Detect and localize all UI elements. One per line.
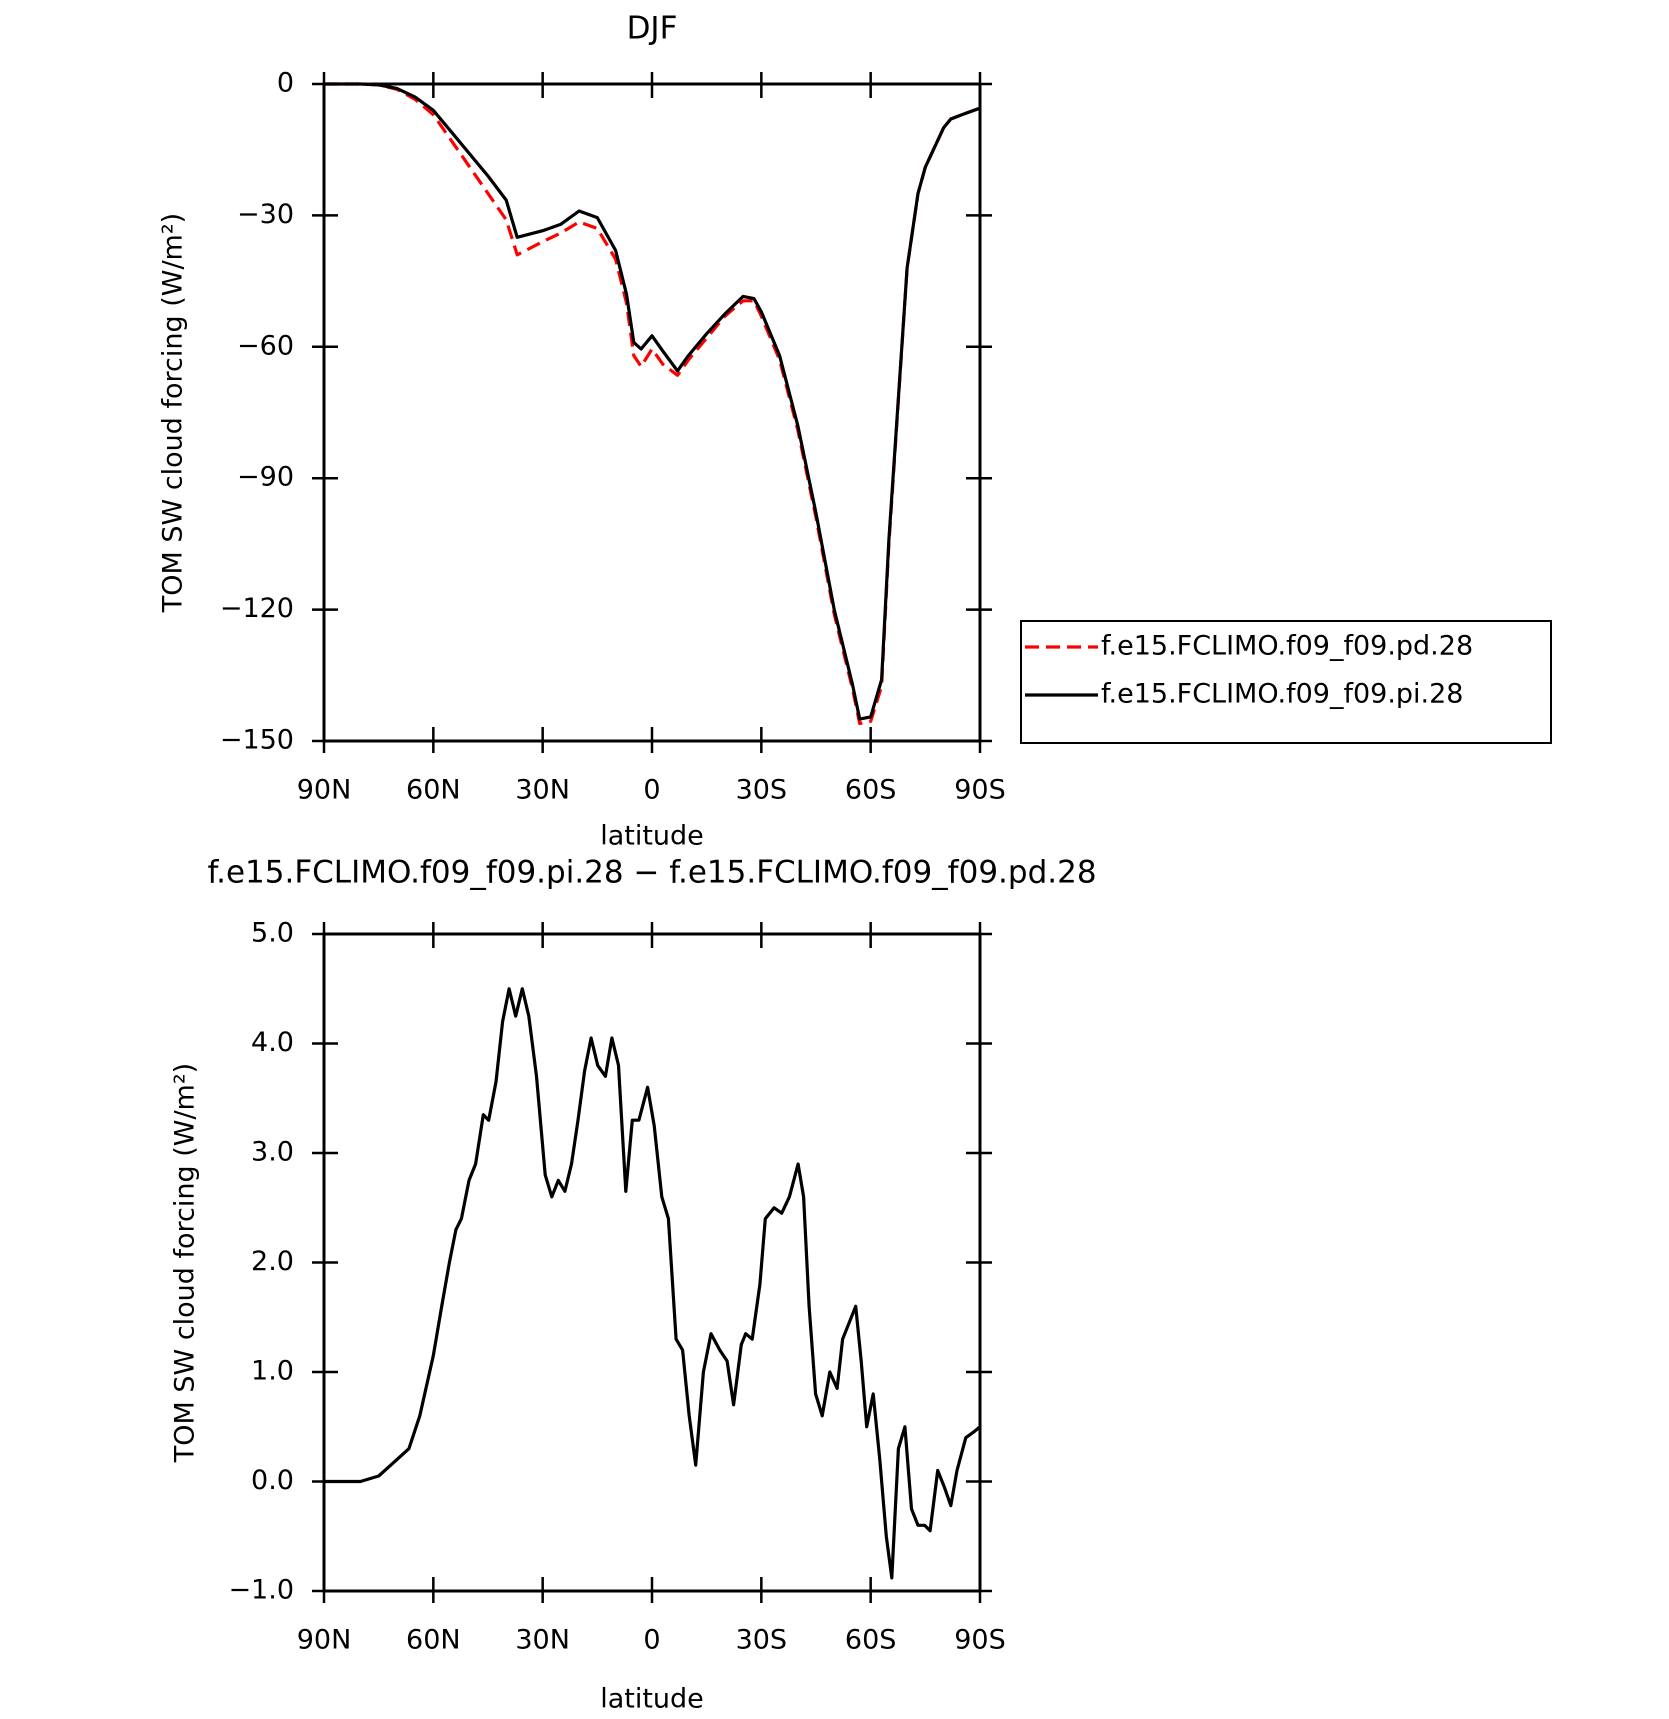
data-line: [324, 987, 982, 1580]
y-tick-label: 5.0: [251, 918, 294, 949]
x-tick-label: 60S: [845, 1625, 897, 1656]
x-tick-label: 90S: [954, 1625, 1006, 1656]
x-tick-label: 60N: [406, 1625, 461, 1656]
plot-frame: [322, 932, 982, 1593]
y-tick-label: −60: [237, 330, 294, 361]
x-tick-label: 30N: [515, 1625, 570, 1656]
x-tick-label: 60S: [845, 775, 897, 806]
y-tick-label: 0: [277, 68, 294, 99]
y-axis-label: TOM SW cloud forcing (W/m²): [158, 213, 189, 613]
data-line: [324, 82, 981, 726]
legend-label: f.e15.FCLIMO.f09_f09.pd.28: [1101, 631, 1473, 662]
y-tick-label: 1.0: [251, 1356, 294, 1387]
y-tick-label: −1.0: [228, 1575, 294, 1606]
plot-frame: [322, 82, 982, 743]
chart-title: f.e15.FCLIMO.f09_f09.pi.28 − f.e15.FCLIM…: [207, 855, 1096, 891]
x-tick-label: 0: [643, 775, 660, 806]
y-tick-label: −120: [220, 593, 294, 624]
y-tick-label: −150: [220, 725, 294, 756]
y-tick-label: 4.0: [251, 1027, 294, 1058]
y-tick-label: 2.0: [251, 1246, 294, 1277]
legend-label: f.e15.FCLIMO.f09_f09.pi.28: [1101, 679, 1463, 710]
y-axis-label: TOM SW cloud forcing (W/m²): [170, 1063, 201, 1463]
x-axis-label: latitude: [600, 1684, 704, 1715]
x-tick-label: 30N: [515, 775, 570, 806]
x-tick-label: 90N: [297, 775, 352, 806]
x-tick-label: 60N: [406, 775, 461, 806]
y-tick-label: −30: [237, 199, 294, 230]
legend-box: [1020, 620, 1552, 744]
x-tick-label: 30S: [736, 1625, 788, 1656]
x-tick-label: 30S: [736, 775, 788, 806]
y-tick-label: 0.0: [251, 1465, 294, 1496]
y-tick-label: 3.0: [251, 1137, 294, 1168]
x-axis-label: latitude: [600, 821, 704, 852]
x-tick-label: 0: [643, 1625, 660, 1656]
x-tick-label: 90S: [954, 775, 1006, 806]
x-tick-label: 90N: [297, 1625, 352, 1656]
data-line: [324, 82, 981, 721]
y-tick-label: −90: [237, 462, 294, 493]
chart-title: DJF: [627, 11, 678, 47]
